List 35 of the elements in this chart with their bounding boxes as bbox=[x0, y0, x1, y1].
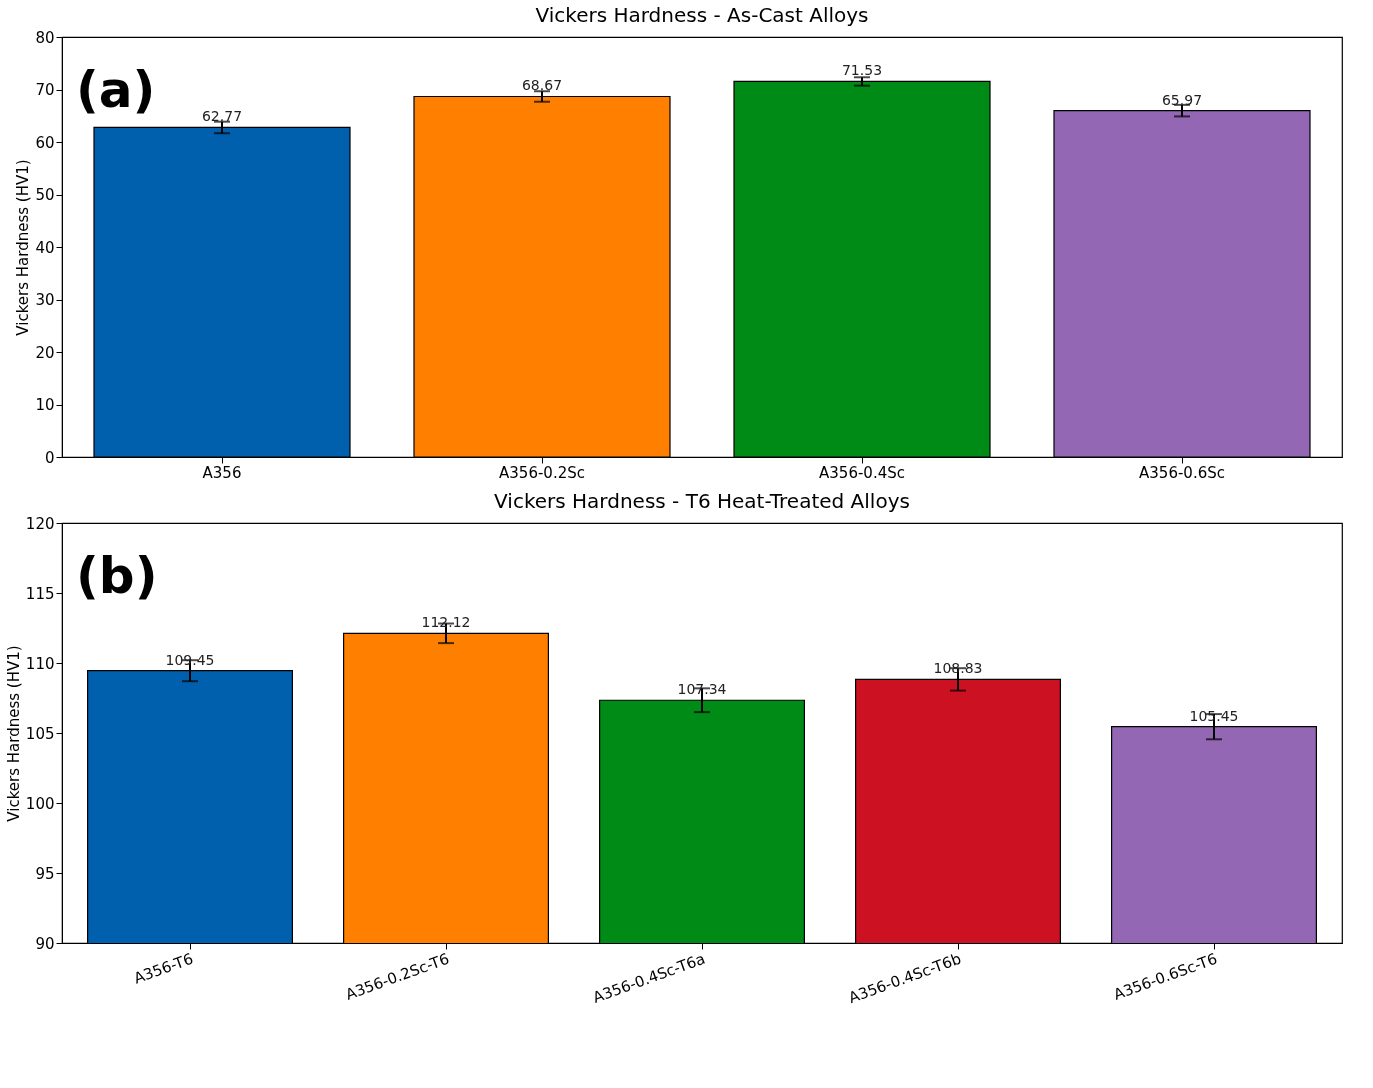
y-tick-label: 105 bbox=[25, 724, 55, 743]
data-label: 62.77 bbox=[201, 108, 243, 125]
data-label: 107.34 bbox=[677, 681, 727, 698]
y-tick-label: 90 bbox=[35, 934, 55, 953]
y-tick-label: 30 bbox=[35, 291, 55, 309]
y-tick-label: 100 bbox=[25, 794, 55, 813]
x-tick-label: A356 bbox=[202, 463, 242, 482]
chart-title: Vickers Hardness - T6 Heat-Treated Alloys bbox=[494, 489, 910, 513]
y-tick-label: 60 bbox=[35, 133, 55, 152]
y-tick-label: 40 bbox=[35, 238, 55, 257]
y-tick-label: 10 bbox=[35, 396, 55, 414]
chart-title: Vickers Hardness - As-Cast Alloys bbox=[535, 3, 869, 27]
x-tick-label: A356-0.6Sc bbox=[1139, 463, 1225, 482]
y-axis-title: Vickers Hardness (HV1) bbox=[4, 645, 23, 822]
data-label: 112.12 bbox=[421, 614, 471, 631]
y-tick-label: 115 bbox=[25, 584, 55, 603]
annotation: (a) bbox=[76, 61, 156, 119]
y-axis-title: Vickers Hardness (HV1) bbox=[14, 159, 33, 336]
data-label: 68.67 bbox=[521, 77, 563, 94]
y-tick-label: 110 bbox=[25, 654, 55, 673]
y-tick-label: 70 bbox=[35, 81, 55, 99]
y-tick-label: 80 bbox=[35, 28, 55, 47]
y-tick-label: 50 bbox=[35, 186, 55, 204]
y-tick-label: 95 bbox=[35, 864, 55, 883]
x-tick-label: A356-0.2Sc bbox=[499, 463, 585, 482]
y-tick-label: 120 bbox=[25, 514, 55, 533]
y-tick-label: 0 bbox=[44, 448, 55, 467]
data-label: 108.83 bbox=[933, 660, 983, 677]
data-label: 65.97 bbox=[1161, 91, 1203, 108]
x-tick-label: A356-0.4Sc bbox=[819, 463, 905, 482]
annotation: (b) bbox=[76, 547, 158, 605]
y-tick-label: 20 bbox=[35, 343, 55, 362]
data-label: 105.45 bbox=[1189, 707, 1239, 724]
data-label: 71.53 bbox=[841, 62, 883, 79]
data-label: 109.45 bbox=[165, 651, 215, 668]
